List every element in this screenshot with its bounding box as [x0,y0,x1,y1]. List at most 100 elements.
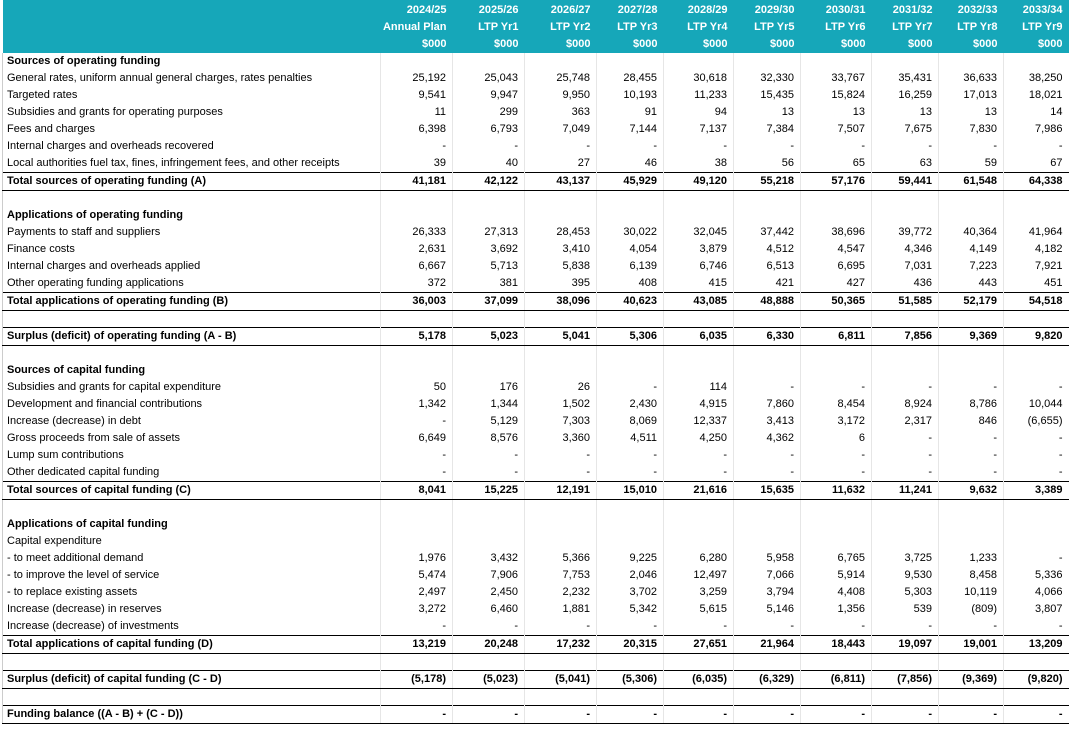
row-label: Total sources of capital funding (C) [2,481,381,500]
heading-row: Sources of operating funding [2,53,1069,70]
data-row: Finance costs 2,631 3,692 3,410 4,054 3,879 4,… [2,241,1069,258]
row-label: Total applications of operating funding … [2,292,381,311]
value-cell: 7,031 [871,258,939,275]
empty-cell [380,345,453,362]
empty-cell [596,533,664,550]
data-row: Increase (decrease) in debt -5,129 7,303 8,… [2,413,1069,430]
empty-cell [800,516,872,533]
empty-cell [524,207,597,224]
value-cell: - [1003,379,1069,396]
value-cell: 39 [380,155,453,173]
value-cell: 38,696 [800,224,872,241]
empty-cell [733,207,801,224]
value-cell: 7,986 [1003,121,1069,138]
header-cell: LTP Yr4 [663,19,734,36]
row-label: Fees and charges [2,121,381,138]
empty-cell [871,345,939,362]
data-row: Increase (decrease) of investments - - - - - -… [2,618,1069,636]
value-cell: - [452,447,525,464]
value-cell: 7,066 [733,567,801,584]
empty-cell [524,533,597,550]
value-cell: (5,306) [596,670,664,689]
empty-cell [800,362,872,379]
empty-cell [380,653,453,671]
empty-cell [380,190,453,207]
header-cell: LTP Yr6 [800,19,872,36]
value-cell: 7,753 [524,567,597,584]
value-cell: 9,947 [452,87,525,104]
data-row: Internal charges and overheads applied 6,… [2,258,1069,275]
empty-cell [800,53,872,70]
table-body: Sources of operating funding General rate… [2,53,1069,724]
empty-cell [663,207,734,224]
data-row: Internal charges and overheads recovered… [2,138,1069,155]
header-cell: LTP Yr2 [524,19,597,36]
empty-cell [1003,516,1069,533]
value-cell: 10,044 [1003,396,1069,413]
empty-cell [452,207,525,224]
value-cell: (6,811) [800,670,872,689]
empty-cell [663,190,734,207]
spacer-row [2,499,1069,516]
empty-cell [596,499,664,516]
value-cell: 4,547 [800,241,872,258]
value-cell: 363 [524,104,597,121]
value-cell: 40 [452,155,525,173]
empty-cell [800,207,872,224]
empty-cell [2,653,381,671]
value-cell: 4,250 [663,430,734,447]
header-row: 2024/25 2025/26 2026/27 2027/28 2028/29 2029/… [2,0,1069,19]
value-cell: - [524,138,597,155]
header-cell: 2030/31 [800,0,872,19]
empty-cell [663,516,734,533]
value-cell: 4,149 [938,241,1004,258]
value-cell: 21,964 [733,635,801,654]
empty-cell [871,207,939,224]
data-row: - to meet additional demand 1,976 3,432 5,3… [2,550,1069,567]
empty-cell [733,190,801,207]
value-cell: - [800,464,872,482]
value-cell: 6,649 [380,430,453,447]
empty-cell [733,688,801,706]
value-cell: - [938,379,1004,396]
data-row: - to improve the level of service 5,474 7,… [2,567,1069,584]
empty-cell [800,345,872,362]
value-cell: 25,748 [524,70,597,87]
value-cell: 8,458 [938,567,1004,584]
empty-cell [663,688,734,706]
empty-cell [733,499,801,516]
value-cell: 4,408 [800,584,872,601]
value-cell: 52,179 [938,292,1004,311]
data-row: Total applications of capital funding (D… [2,635,1069,654]
empty-cell [2,190,381,207]
value-cell: 54,518 [1003,292,1069,311]
empty-cell [938,207,1004,224]
value-cell: - [800,618,872,636]
value-cell: 7,906 [452,567,525,584]
value-cell: 55,218 [733,172,801,191]
value-cell: 12,337 [663,413,734,430]
header-cell: LTP Yr3 [596,19,664,36]
value-cell: - [452,464,525,482]
value-cell: 436 [871,275,939,293]
value-cell: 5,336 [1003,567,1069,584]
value-cell: 1,233 [938,550,1004,567]
value-cell: - [452,138,525,155]
spacer-row [2,190,1069,207]
value-cell: 5,366 [524,550,597,567]
value-cell: 48,888 [733,292,801,311]
value-cell: 846 [938,413,1004,430]
empty-cell [524,688,597,706]
empty-cell [596,190,664,207]
empty-cell [663,653,734,671]
empty-cell [380,310,453,328]
value-cell: 408 [596,275,664,293]
value-cell: 32,045 [663,224,734,241]
value-cell: 1,502 [524,396,597,413]
value-cell: 65 [800,155,872,173]
header-cell: $000 [1003,36,1069,53]
value-cell: 13,219 [380,635,453,654]
value-cell: 51,585 [871,292,939,311]
data-row: Lump sum contributions - - - - - - - - - - [2,447,1069,464]
